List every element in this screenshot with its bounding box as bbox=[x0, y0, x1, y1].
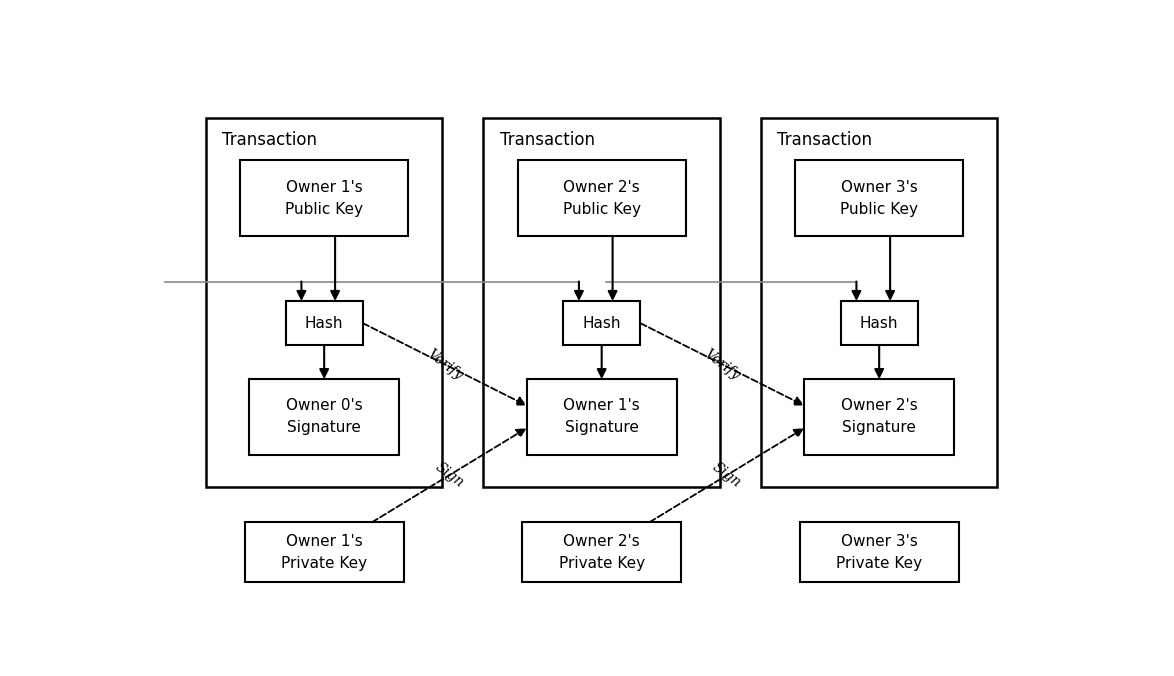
Text: Owner 1's
Public Key: Owner 1's Public Key bbox=[285, 180, 363, 217]
Text: Hash: Hash bbox=[305, 316, 344, 331]
Text: Owner 2's
Signature: Owner 2's Signature bbox=[841, 398, 918, 435]
Bar bbox=[518, 160, 686, 236]
Bar bbox=[795, 160, 964, 236]
Text: Owner 2's
Public Key: Owner 2's Public Key bbox=[562, 180, 641, 217]
Bar bbox=[761, 118, 998, 487]
Text: Transaction: Transaction bbox=[500, 130, 595, 149]
Bar bbox=[205, 118, 443, 487]
Bar bbox=[527, 379, 676, 454]
Text: Verify: Verify bbox=[702, 346, 743, 383]
Bar bbox=[285, 301, 363, 345]
Text: Verify: Verify bbox=[424, 346, 465, 383]
Bar bbox=[804, 379, 954, 454]
Text: Transaction: Transaction bbox=[777, 130, 872, 149]
Text: Owner 2's
Private Key: Owner 2's Private Key bbox=[559, 533, 645, 571]
Bar bbox=[249, 379, 399, 454]
Text: Owner 3's
Public Key: Owner 3's Public Key bbox=[841, 180, 918, 217]
Bar bbox=[522, 523, 681, 582]
Bar bbox=[841, 301, 918, 345]
Text: Owner 3's
Private Key: Owner 3's Private Key bbox=[836, 533, 923, 571]
Text: Owner 1's
Signature: Owner 1's Signature bbox=[564, 398, 640, 435]
Bar bbox=[564, 301, 640, 345]
Text: Hash: Hash bbox=[859, 316, 898, 331]
Text: Hash: Hash bbox=[582, 316, 621, 331]
Bar bbox=[244, 523, 404, 582]
Text: Sign: Sign bbox=[710, 460, 743, 490]
Bar bbox=[799, 523, 959, 582]
Text: Owner 0's
Signature: Owner 0's Signature bbox=[285, 398, 363, 435]
Text: Transaction: Transaction bbox=[222, 130, 317, 149]
Bar bbox=[484, 118, 720, 487]
Text: Sign: Sign bbox=[432, 460, 466, 490]
Bar bbox=[239, 160, 409, 236]
Text: Owner 1's
Private Key: Owner 1's Private Key bbox=[281, 533, 367, 571]
